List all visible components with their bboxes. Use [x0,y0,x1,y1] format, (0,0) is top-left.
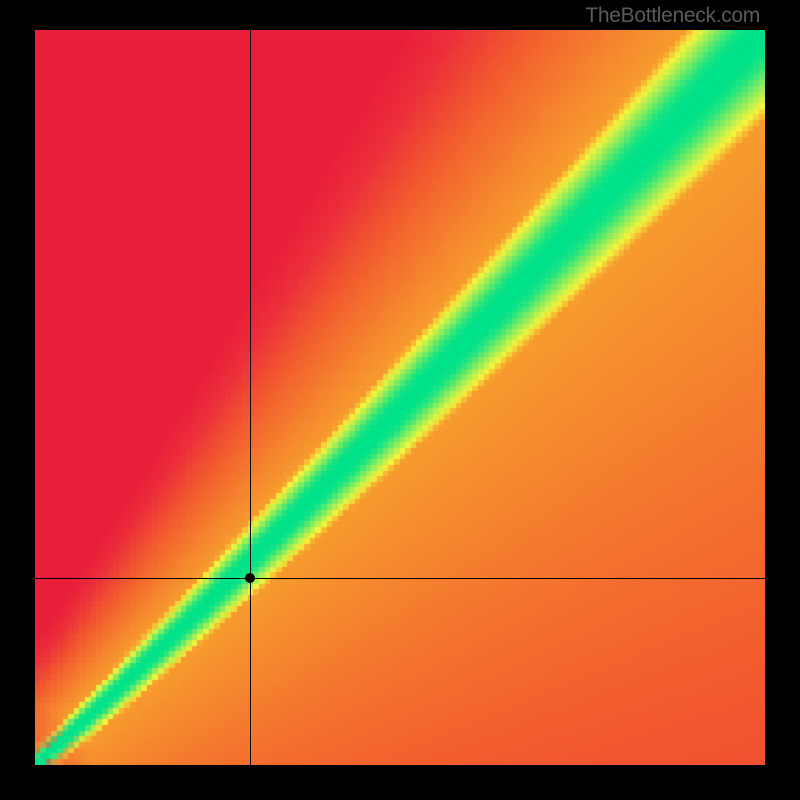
crosshair-vertical [250,30,251,765]
heatmap-canvas [35,30,765,765]
marker-point [245,573,255,583]
heatmap-plot-area [35,30,765,765]
crosshair-horizontal [35,578,765,579]
watermark-text: TheBottleneck.com [585,4,760,28]
